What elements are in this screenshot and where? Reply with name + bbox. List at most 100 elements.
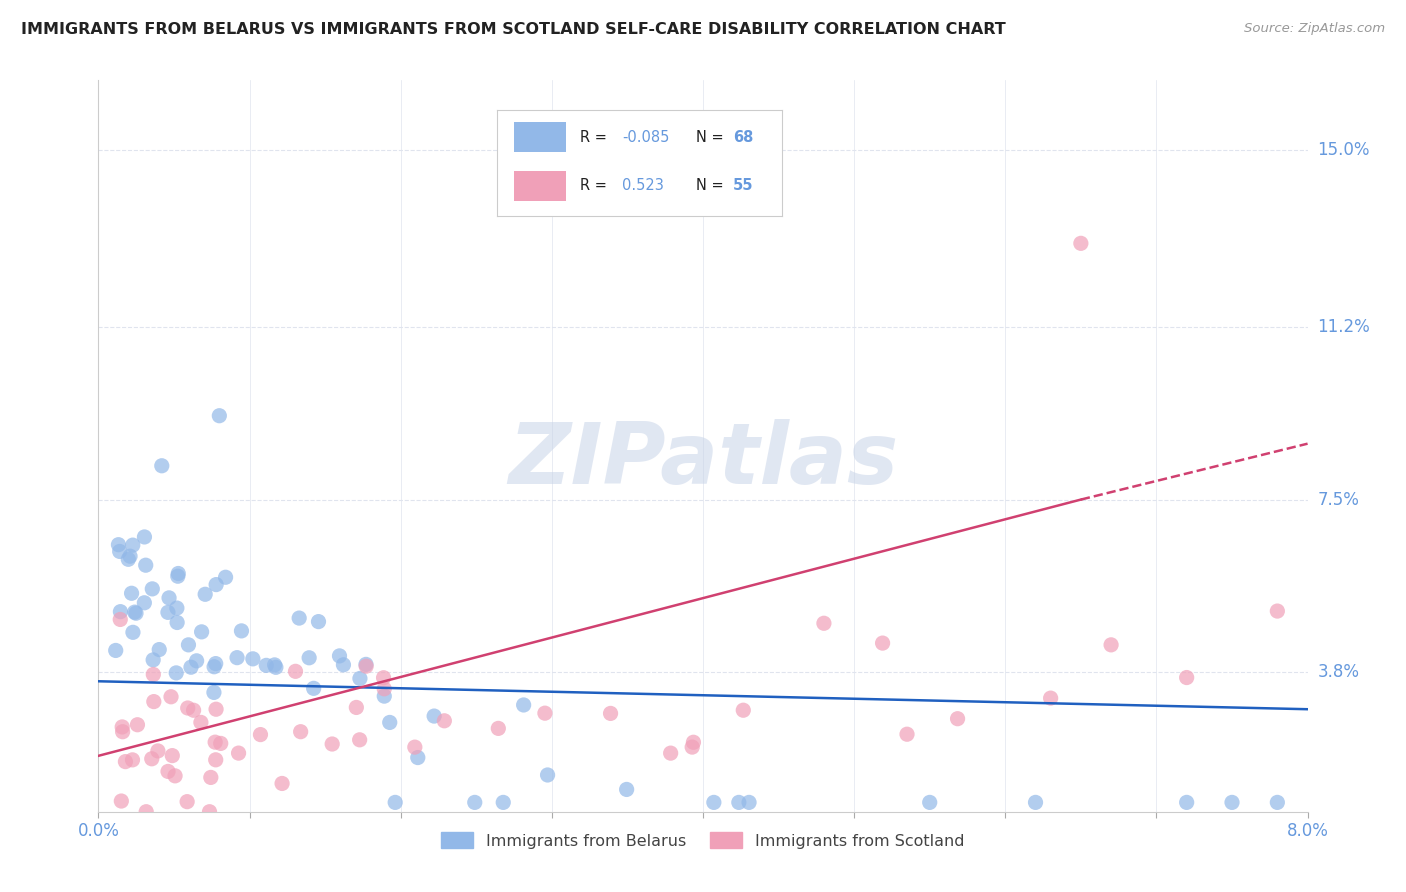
Point xyxy=(198,805,221,819)
Point xyxy=(204,657,226,671)
Text: 11.2%: 11.2% xyxy=(1317,318,1369,336)
Point xyxy=(703,796,725,810)
Point xyxy=(166,615,188,630)
Point xyxy=(321,737,343,751)
Point xyxy=(354,657,377,672)
Point xyxy=(373,689,395,703)
Point xyxy=(1267,796,1289,810)
Point xyxy=(166,569,188,583)
Point xyxy=(946,712,969,726)
Point xyxy=(406,750,429,764)
Point xyxy=(117,552,139,566)
Point xyxy=(242,652,264,666)
Point xyxy=(226,650,249,665)
Legend: Immigrants from Belarus, Immigrants from Scotland: Immigrants from Belarus, Immigrants from… xyxy=(434,826,972,855)
Point xyxy=(1099,638,1122,652)
Point xyxy=(186,654,208,668)
Point xyxy=(599,706,621,721)
Point xyxy=(190,624,212,639)
Point xyxy=(121,538,143,552)
Point xyxy=(813,616,835,631)
Point xyxy=(141,752,163,766)
Point xyxy=(114,755,136,769)
Point xyxy=(733,703,755,717)
Point xyxy=(122,625,145,640)
Text: 7.5%: 7.5% xyxy=(1317,491,1360,508)
Point xyxy=(231,624,253,638)
Point xyxy=(896,727,918,741)
Point xyxy=(141,582,163,596)
Point xyxy=(202,659,225,673)
Point xyxy=(202,685,225,699)
Point xyxy=(150,458,173,473)
Text: IMMIGRANTS FROM BELARUS VS IMMIGRANTS FROM SCOTLAND SELF-CARE DISABILITY CORRELA: IMMIGRANTS FROM BELARUS VS IMMIGRANTS FR… xyxy=(21,22,1005,37)
Point xyxy=(1267,604,1289,618)
Point xyxy=(308,615,330,629)
Point xyxy=(110,605,132,619)
Point xyxy=(534,706,557,721)
Point xyxy=(536,768,558,782)
Point xyxy=(616,782,638,797)
Point xyxy=(125,606,148,620)
Point xyxy=(264,660,287,674)
Point xyxy=(124,605,146,619)
Point xyxy=(111,724,134,739)
Point xyxy=(354,659,377,673)
Point xyxy=(1070,236,1092,251)
Point xyxy=(263,657,285,672)
Point xyxy=(194,587,217,601)
Point xyxy=(373,681,395,696)
Point xyxy=(328,648,350,663)
Point xyxy=(373,671,395,685)
Point xyxy=(208,409,231,423)
Point xyxy=(727,796,749,810)
Point xyxy=(659,746,682,760)
Text: 15.0%: 15.0% xyxy=(1317,141,1369,159)
Point xyxy=(433,714,456,728)
Point xyxy=(166,601,188,615)
Point xyxy=(1025,796,1047,810)
Text: Source: ZipAtlas.com: Source: ZipAtlas.com xyxy=(1244,22,1385,36)
Point xyxy=(1175,671,1198,685)
Point xyxy=(110,612,132,626)
Point xyxy=(165,665,187,680)
Point xyxy=(134,530,156,544)
Point xyxy=(177,701,200,715)
Point xyxy=(872,636,894,650)
Point xyxy=(200,771,222,785)
Point xyxy=(205,702,228,716)
Point xyxy=(135,558,157,573)
Point xyxy=(349,732,371,747)
Point xyxy=(302,681,325,696)
Point xyxy=(288,611,311,625)
Point xyxy=(156,606,179,620)
Point xyxy=(271,776,294,790)
Point xyxy=(127,717,149,731)
Point xyxy=(177,638,200,652)
Point xyxy=(180,660,202,674)
Point xyxy=(157,591,180,605)
Point xyxy=(204,753,226,767)
Point xyxy=(142,653,165,667)
Point xyxy=(1220,796,1243,810)
Text: ZIPatlas: ZIPatlas xyxy=(508,419,898,502)
Point xyxy=(349,672,371,686)
Point xyxy=(1175,796,1198,810)
Point xyxy=(167,566,190,581)
Point xyxy=(205,577,228,591)
Point xyxy=(204,735,226,749)
Point xyxy=(209,736,232,750)
Point xyxy=(681,740,703,755)
Point xyxy=(378,715,401,730)
Point xyxy=(1039,691,1062,706)
Point xyxy=(110,794,132,808)
Point xyxy=(162,748,184,763)
Point xyxy=(142,667,165,681)
Point xyxy=(157,764,180,779)
Point xyxy=(254,658,277,673)
Point xyxy=(134,596,156,610)
Point xyxy=(284,665,307,679)
Point xyxy=(492,796,515,810)
Point xyxy=(332,657,354,672)
Point xyxy=(384,796,406,810)
